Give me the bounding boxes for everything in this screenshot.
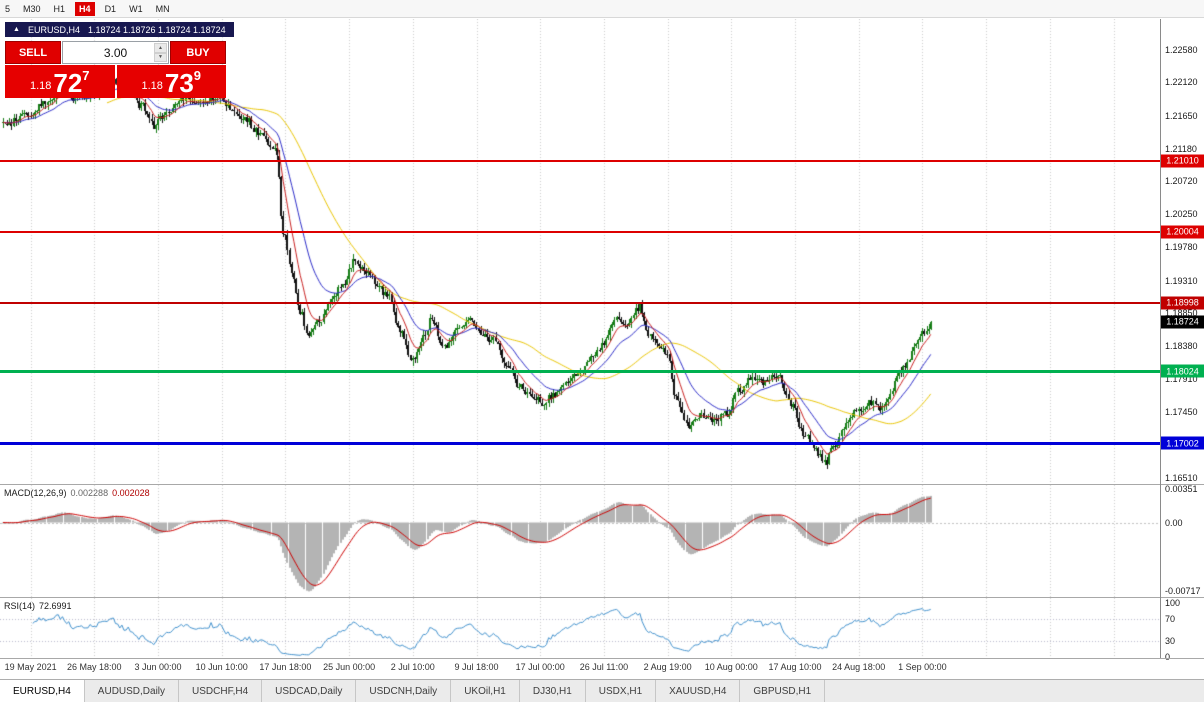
price-axis-separator xyxy=(1160,19,1161,658)
timeframe-w1[interactable]: W1 xyxy=(129,3,143,14)
timeframe-toolbar: 5 M30 H1 H4 D1 W1 MN xyxy=(0,0,1204,18)
tab-ukoil-h1[interactable]: UKOil,H1 xyxy=(451,680,520,702)
sell-price-big: 72 xyxy=(53,68,83,99)
buy-price-big: 73 xyxy=(164,68,194,99)
time-axis-label: 26 Jul 11:00 xyxy=(579,662,629,672)
price-axis-label: 1.21180 xyxy=(1165,143,1197,154)
buy-price-pip: 9 xyxy=(193,68,202,83)
rsi-axis-label: 100 xyxy=(1165,598,1181,608)
volume-spinner: ▲ ▼ xyxy=(154,43,167,62)
rsi-value: 72.6991 xyxy=(39,601,72,611)
timeframe-h1[interactable]: H1 xyxy=(53,3,66,14)
time-axis-label: 25 Jun 00:00 xyxy=(323,662,376,672)
current-price-badge: 1.18724 xyxy=(1161,315,1204,329)
rsi-axis-label: 30 xyxy=(1165,635,1176,646)
price-axis-label: 1.18380 xyxy=(1165,341,1198,352)
rsi-indicator-canvas[interactable] xyxy=(0,598,1160,658)
rsi-axis-label: 0 xyxy=(1165,652,1171,662)
macd-main-value: 0.002288 xyxy=(70,488,109,498)
sell-button[interactable]: SELL xyxy=(5,41,61,64)
time-axis-label: 26 May 18:00 xyxy=(67,662,122,672)
time-axis-label: 10 Aug 00:00 xyxy=(704,662,758,672)
sell-price-prefix: 1.18 xyxy=(29,80,52,92)
horizontal-line[interactable] xyxy=(0,441,1160,445)
price-axis-label: 1.20250 xyxy=(1165,209,1198,220)
horizontal-line[interactable] xyxy=(0,159,1160,162)
hline-price-badge: 1.20004 xyxy=(1161,225,1204,239)
macd-axis-label: -0.00717 xyxy=(1165,586,1201,596)
macd-signal-value: 0.002028 xyxy=(112,488,150,498)
tab-audusd-daily[interactable]: AUDUSD,Daily xyxy=(85,680,180,702)
rsi-axis-label: 70 xyxy=(1165,614,1176,625)
macd-indicator-canvas[interactable] xyxy=(0,485,1160,597)
price-axis-label: 1.16510 xyxy=(1165,473,1198,484)
chart-title-bar: ▲ EURUSD,H4 1.18724 1.18726 1.18724 1.18… xyxy=(5,22,234,37)
chart-arrow-icon: ▲ xyxy=(13,26,20,33)
hline-price-badge: 1.17002 xyxy=(1161,436,1204,450)
macd-axis-label: 0.00 xyxy=(1165,517,1183,528)
panel-separator[interactable] xyxy=(0,484,1204,485)
buy-price-prefix: 1.18 xyxy=(141,80,163,92)
macd-label: MACD(12,26,9) 0.002288 0.002028 xyxy=(4,488,150,498)
time-axis-label: 17 Jun 18:00 xyxy=(259,662,312,672)
volume-value: 3.00 xyxy=(103,45,128,60)
rsi-name: RSI(14) xyxy=(4,601,36,611)
price-axis-label: 1.19310 xyxy=(1165,275,1198,286)
price-axis-label: 1.22120 xyxy=(1165,77,1198,88)
hline-price-badge: 1.21010 xyxy=(1161,154,1204,168)
time-axis-label: 10 Jun 10:00 xyxy=(195,662,248,672)
horizontal-line[interactable] xyxy=(0,369,1160,373)
tab-gbpusd-h1[interactable]: GBPUSD,H1 xyxy=(740,680,826,702)
volume-down-button[interactable]: ▼ xyxy=(154,52,167,62)
macd-axis-label: 0.00351 xyxy=(1165,484,1198,494)
price-axis-label: 1.17450 xyxy=(1165,406,1198,417)
panel-separator xyxy=(0,658,1204,659)
time-axis-label: 24 Aug 18:00 xyxy=(832,662,886,672)
tab-usdcad-daily[interactable]: USDCAD,Daily xyxy=(262,680,357,702)
tab-eurusd-h4[interactable]: EURUSD,H4 xyxy=(0,680,85,702)
time-axis-label: 1 Sep 00:00 xyxy=(898,662,947,672)
buy-price-button[interactable]: 1.18 73 9 xyxy=(116,65,226,99)
price-axis-label: 1.22580 xyxy=(1165,45,1198,55)
horizontal-line[interactable] xyxy=(0,301,1160,304)
rsi-label: RSI(14) 72.6991 xyxy=(4,601,72,611)
timeframe-5[interactable]: 5 xyxy=(5,3,11,14)
price-axis-label: 1.21650 xyxy=(1165,110,1198,121)
price-axis-label: 1.20720 xyxy=(1165,176,1198,187)
time-axis-label: 3 Jun 00:00 xyxy=(134,662,182,672)
macd-name: MACD(12,26,9) xyxy=(4,488,67,498)
volume-up-button[interactable]: ▲ xyxy=(154,43,167,53)
sell-price-pip: 7 xyxy=(82,68,90,83)
timeframe-h4[interactable]: H4 xyxy=(75,1,95,16)
chart-ohlc-values: 1.18724 1.18726 1.18724 1.18724 xyxy=(87,24,226,35)
tab-usdchf-h4[interactable]: USDCHF,H4 xyxy=(179,680,263,702)
tab-xauusd-h4[interactable]: XAUUSD,H4 xyxy=(656,680,741,702)
time-axis-label: 2 Jul 10:00 xyxy=(390,662,435,672)
price-axis-label: 1.18850 xyxy=(1165,308,1198,319)
hline-price-badge: 1.18998 xyxy=(1161,296,1204,310)
volume-field[interactable]: 3.00 ▲ ▼ xyxy=(62,41,169,64)
tab-usdcnh-daily[interactable]: USDCNH,Daily xyxy=(356,680,452,702)
tab-usdx-h1[interactable]: USDX,H1 xyxy=(586,680,657,702)
time-axis-label: 17 Aug 10:00 xyxy=(768,662,822,672)
panel-separator[interactable] xyxy=(0,597,1204,598)
time-axis-label: 2 Aug 19:00 xyxy=(643,662,692,672)
timeframe-mn[interactable]: MN xyxy=(155,3,170,14)
time-axis-label: 9 Jul 18:00 xyxy=(454,662,499,672)
tab-dj30-h1[interactable]: DJ30,H1 xyxy=(520,680,586,702)
sell-price-button[interactable]: 1.18 72 7 xyxy=(5,65,115,98)
timeframe-m30[interactable]: M30 xyxy=(23,3,41,14)
timeframe-d1[interactable]: D1 xyxy=(104,3,117,14)
symbol-tab-bar: EURUSD,H4 AUDUSD,Daily USDCHF,H4 USDCAD,Dai… xyxy=(0,679,1204,702)
price-axis-label: 1.17910 xyxy=(1165,374,1198,385)
price-axis-label: 1.19780 xyxy=(1165,242,1198,253)
hline-price-badge: 1.18024 xyxy=(1161,364,1204,378)
time-axis-label: 19 May 2021 xyxy=(4,662,57,672)
buy-button[interactable]: BUY xyxy=(170,41,226,64)
time-axis-label: 17 Jul 00:00 xyxy=(515,662,565,672)
horizontal-line[interactable] xyxy=(0,230,1160,233)
chart-symbol-label: EURUSD,H4 xyxy=(27,24,80,35)
one-click-trading-panel: SELL 3.00 ▲ ▼ BUY 1.18 72 7 1.18 73 9 xyxy=(5,41,226,98)
